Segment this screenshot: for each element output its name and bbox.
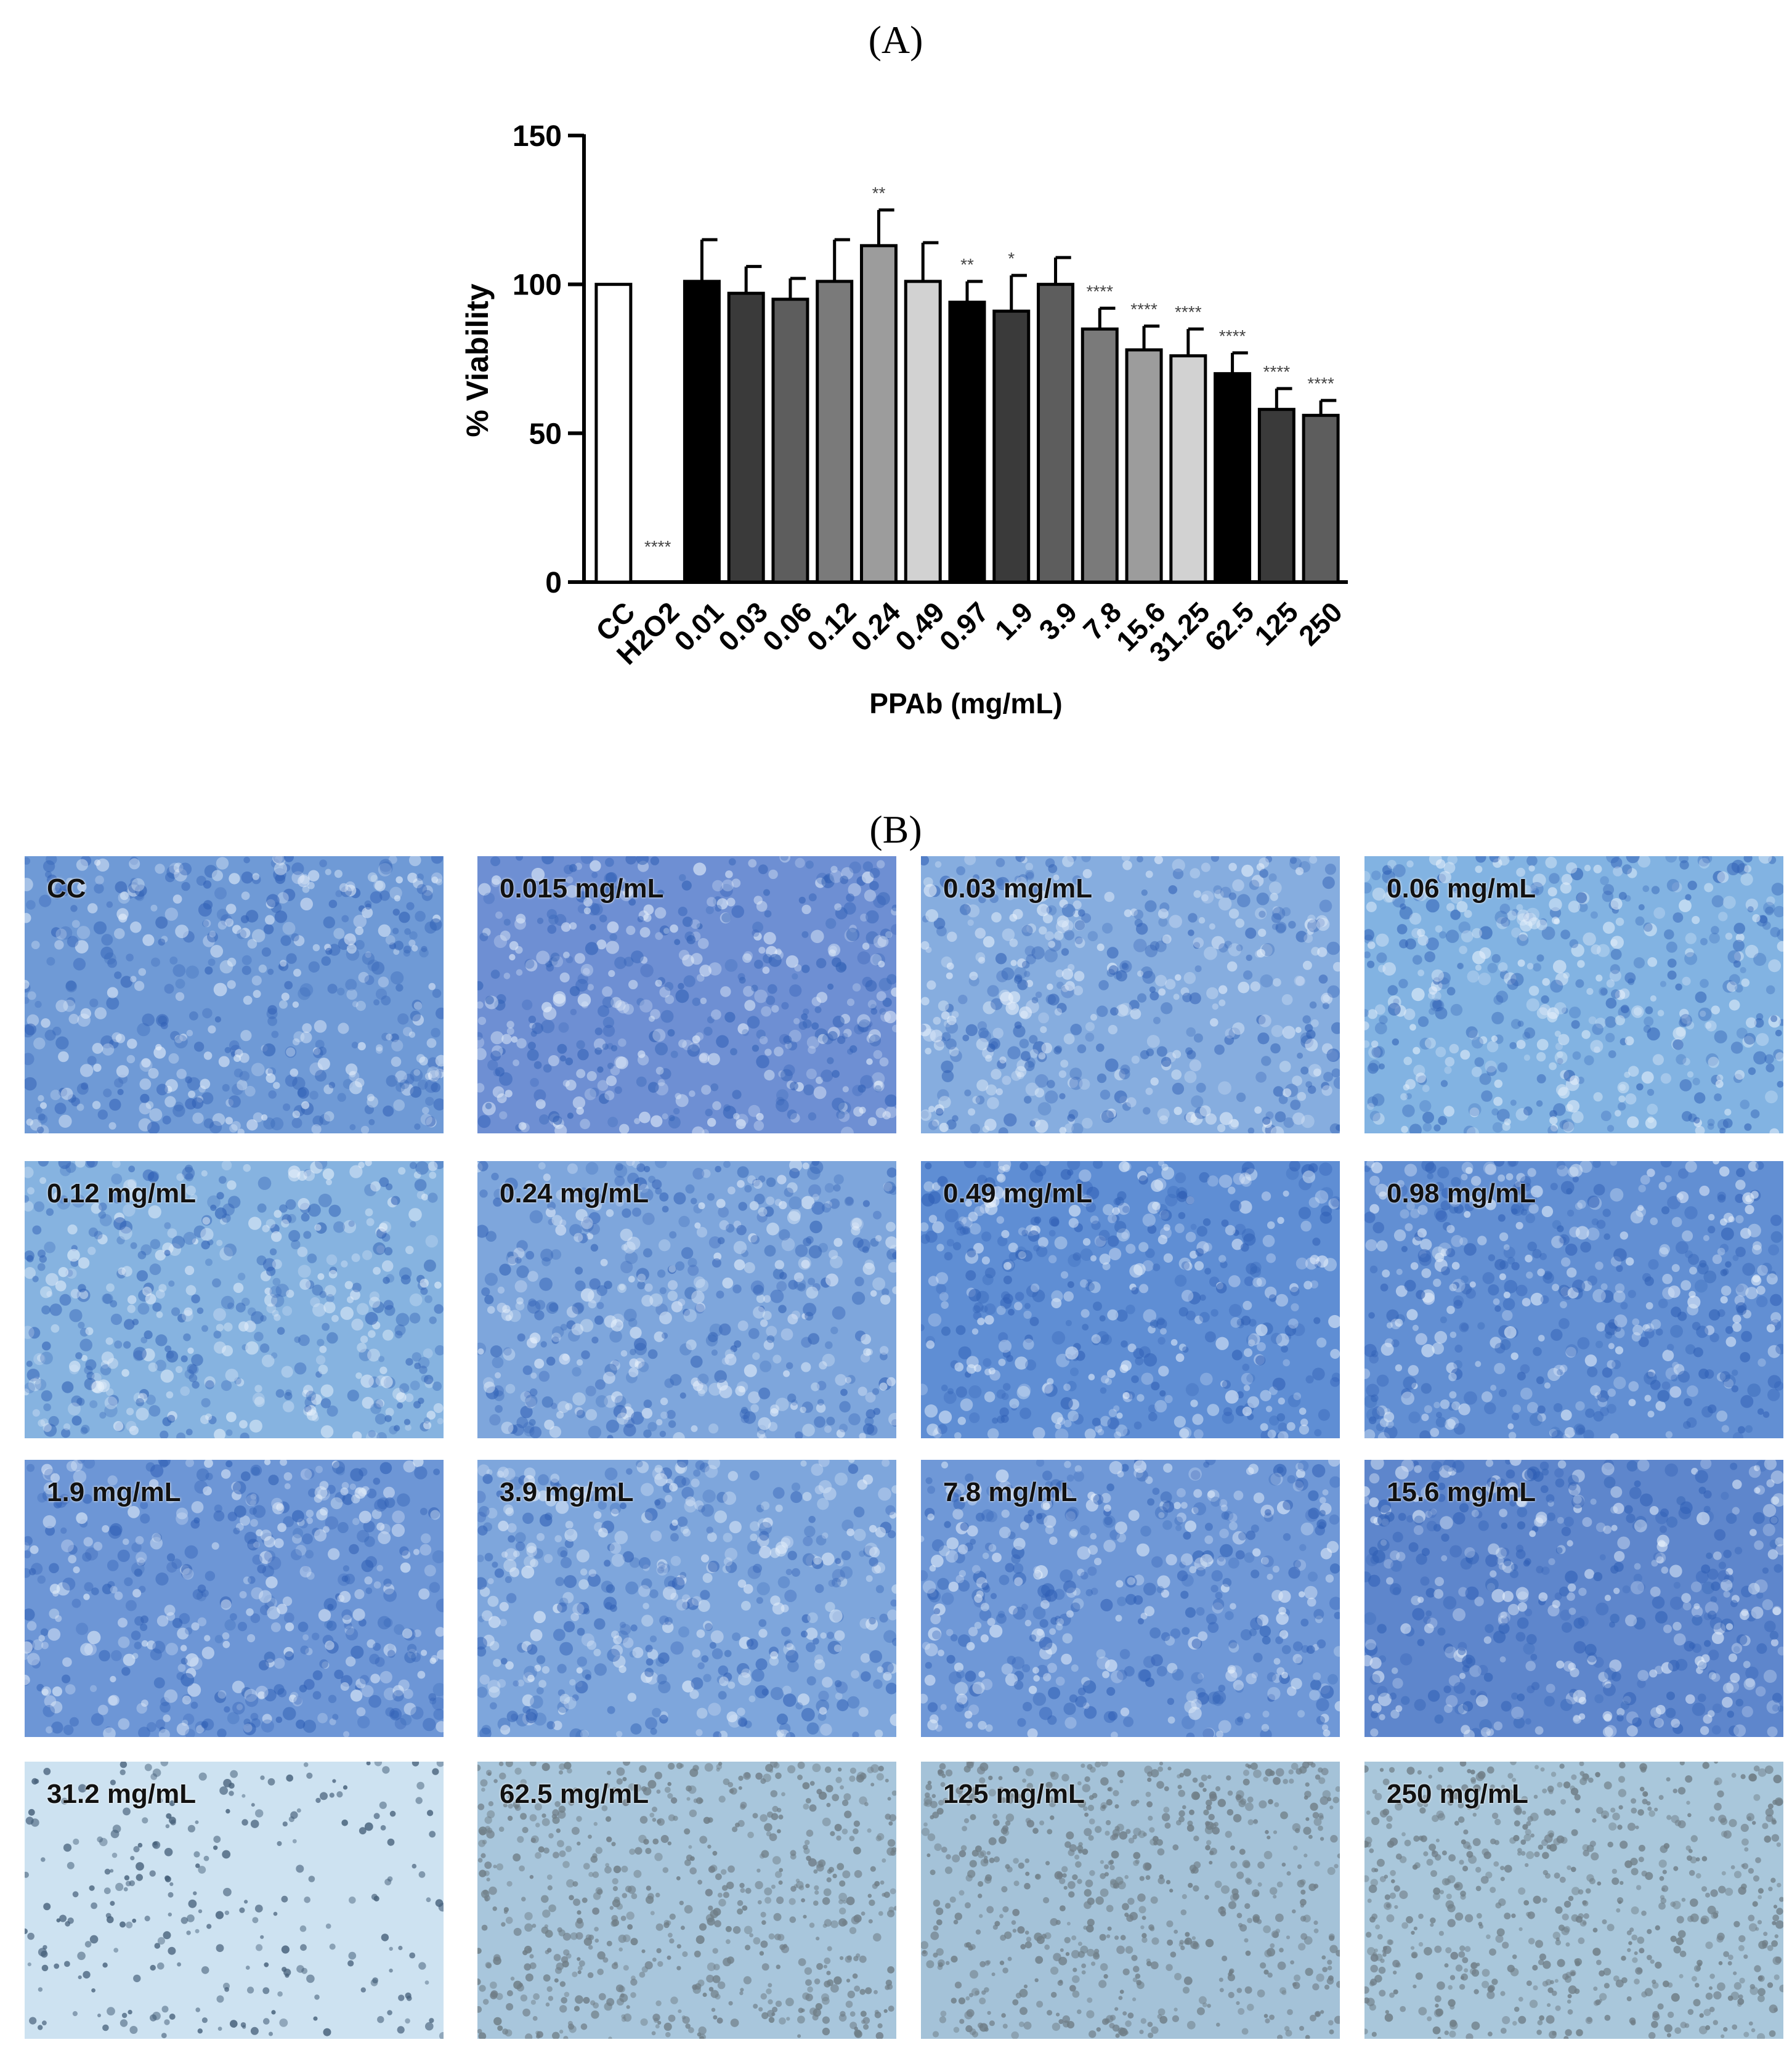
micrograph-tile: 250 mg/mL (1364, 1762, 1783, 2039)
x-tick-label-250: 250 (1292, 596, 1348, 652)
micrograph-texture (477, 856, 896, 1133)
bar-62.5 (1214, 372, 1252, 584)
significance-1.9: * (1008, 249, 1015, 268)
panel-a-label: (A) (868, 18, 923, 62)
micrograph-label: 0.98 mg/mL (1387, 1178, 1536, 1209)
bar-3.9 (1037, 283, 1075, 584)
bar-7.8 (1080, 327, 1119, 584)
micrograph-tile: 125 mg/mL (921, 1762, 1340, 2039)
micrograph-tile: 7.8 mg/mL (921, 1460, 1340, 1737)
x-tick-label-125: 125 (1248, 596, 1304, 652)
significance-7.8: **** (1086, 281, 1113, 301)
micrograph-label: 7.8 mg/mL (943, 1477, 1077, 1507)
y-axis-label: % Viability (460, 283, 495, 437)
micrograph-label: 0.03 mg/mL (943, 873, 1093, 904)
micrograph-label: 250 mg/mL (1387, 1779, 1528, 1809)
micrograph-texture (25, 856, 444, 1133)
bar-0.49 (904, 280, 942, 584)
micrograph-texture (1364, 856, 1783, 1133)
micrograph-tile: 0.24 mg/mL (477, 1161, 896, 1438)
micrograph-tile: 3.9 mg/mL (477, 1460, 896, 1737)
micrograph-tile: 0.12 mg/mL (25, 1161, 444, 1438)
micrograph-texture (1364, 1460, 1783, 1737)
bar-15.6 (1125, 348, 1163, 584)
micrograph-tile: 62.5 mg/mL (477, 1762, 896, 2039)
micrograph-tile: 0.98 mg/mL (1364, 1161, 1783, 1438)
micrograph-texture (25, 1762, 444, 2039)
x-axis-label: PPAb (mg/mL) (869, 687, 1062, 719)
bar-1.9 (992, 309, 1031, 584)
micrograph-label: 0.06 mg/mL (1387, 873, 1536, 904)
micrograph-tile: 0.49 mg/mL (921, 1161, 1340, 1438)
significance-15.6: **** (1130, 299, 1158, 318)
micrograph-texture (921, 1762, 1340, 2039)
micrograph-label: 62.5 mg/mL (500, 1779, 649, 1809)
micrograph-tile: CC (25, 856, 444, 1133)
bar-31.25 (1169, 354, 1207, 584)
micrograph-label: 1.9 mg/mL (47, 1477, 181, 1507)
micrograph-tile: 0.015 mg/mL (477, 856, 896, 1133)
significance-H2O2: **** (644, 537, 671, 556)
micrograph-texture (921, 1460, 1340, 1737)
x-tick-label-3.9: 3.9 (1032, 596, 1083, 646)
y-tick-label: 150 (513, 120, 562, 153)
micrograph-texture (921, 856, 1340, 1133)
significance-0.24: ** (872, 184, 886, 203)
y-tick-label: 100 (513, 269, 562, 302)
bar-0.12 (816, 280, 854, 584)
micrograph-texture (921, 1161, 1340, 1438)
micrograph-texture (1364, 1762, 1783, 2039)
x-tick-label-0.97: 0.97 (933, 596, 995, 657)
bar-0.06 (771, 298, 809, 584)
bar-0.03 (727, 291, 765, 584)
significance-62.5: **** (1219, 326, 1246, 346)
micrograph-tile: 1.9 mg/mL (25, 1460, 444, 1737)
micrograph-texture (477, 1762, 896, 2039)
bar-0.97 (948, 301, 986, 584)
bar-0.01 (683, 280, 721, 584)
y-tick-label: 0 (545, 567, 562, 599)
bar-250 (1302, 413, 1340, 584)
micrograph-label: 125 mg/mL (943, 1779, 1085, 1809)
micrograph-label: 31.2 mg/mL (47, 1779, 197, 1809)
micrograph-tile: 31.2 mg/mL (25, 1762, 444, 2039)
micrograph-texture (477, 1460, 896, 1737)
significance-31.25: **** (1175, 302, 1202, 322)
micrograph-label: 0.015 mg/mL (500, 873, 664, 904)
micrograph-texture (25, 1460, 444, 1737)
y-tick-label: 50 (529, 418, 562, 450)
micrograph-label: 15.6 mg/mL (1387, 1477, 1536, 1507)
micrograph-label: 0.49 mg/mL (943, 1178, 1093, 1209)
micrograph-label: 0.24 mg/mL (500, 1178, 649, 1209)
micrograph-grid: CC 0.015 mg/mL 0.03 mg/mL 0.06 mg/mL 0.12 mg… (18, 856, 1786, 2054)
chart-bars: ******** ********* **************** (594, 184, 1340, 584)
micrograph-label: CC (47, 873, 86, 904)
micrograph-texture (25, 1161, 444, 1438)
x-tick-label-1.9: 1.9 (989, 596, 1039, 646)
micrograph-texture (477, 1161, 896, 1438)
micrograph-tile: 0.06 mg/mL (1364, 856, 1783, 1133)
chart-x-tick-labels: CCH2O20.010.030.060.120.240.490.971.93.9… (590, 596, 1348, 671)
significance-125: **** (1263, 362, 1291, 381)
micrograph-tile: 0.03 mg/mL (921, 856, 1340, 1133)
bar-CC (594, 283, 633, 584)
micrograph-label: 0.12 mg/mL (47, 1178, 197, 1209)
bar-0.24 (859, 244, 898, 584)
significance-0.97: ** (960, 255, 974, 274)
micrograph-tile: 15.6 mg/mL (1364, 1460, 1783, 1737)
micrograph-texture (1364, 1161, 1783, 1438)
bar-125 (1257, 408, 1295, 584)
micrograph-label: 3.9 mg/mL (500, 1477, 634, 1507)
significance-250: **** (1307, 374, 1334, 393)
panel-b-label: (B) (869, 808, 922, 851)
